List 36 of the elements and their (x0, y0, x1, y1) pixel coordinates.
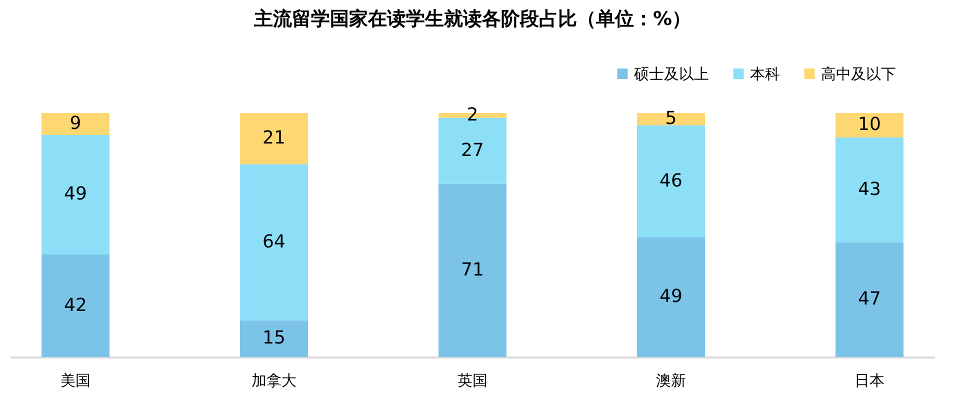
legend-label: 本科 (750, 64, 780, 83)
x-tick-label: 日本 (854, 372, 884, 390)
data-label: 47 (858, 288, 881, 310)
data-label: 21 (262, 128, 286, 149)
data-label: 2 (466, 104, 478, 126)
data-label: 27 (461, 140, 484, 161)
data-label: 9 (70, 112, 82, 134)
data-label: 46 (660, 170, 682, 192)
x-tick-label: 英国 (458, 372, 488, 390)
bar (835, 113, 904, 138)
bar (637, 125, 705, 238)
x-tick-label: 澳新 (656, 372, 686, 390)
bar (637, 237, 705, 357)
legend-label: 硕士及以上 (633, 64, 709, 83)
legend-label: 高中及以下 (821, 64, 896, 83)
x-tick-label: 美国 (60, 372, 91, 390)
data-label: 64 (262, 231, 286, 252)
bar (438, 184, 506, 357)
bar (240, 113, 308, 164)
bar (240, 164, 308, 320)
data-label: 49 (660, 286, 682, 308)
x-tick-label: 加拿大 (252, 372, 296, 390)
data-label: 15 (262, 328, 286, 349)
chart-title: 主流留学国家在读学生就读各阶段占比（单位：%） (252, 8, 692, 30)
bar (42, 113, 110, 135)
data-label: 49 (64, 184, 87, 205)
bar (42, 134, 110, 255)
bar (835, 137, 904, 242)
bar (240, 320, 308, 357)
data-label: 71 (461, 259, 484, 280)
data-label: 10 (858, 114, 881, 136)
bar (835, 242, 904, 357)
data-label: 42 (64, 294, 87, 316)
bar (42, 254, 110, 357)
data-label: 5 (665, 108, 677, 130)
data-label: 43 (858, 178, 881, 200)
